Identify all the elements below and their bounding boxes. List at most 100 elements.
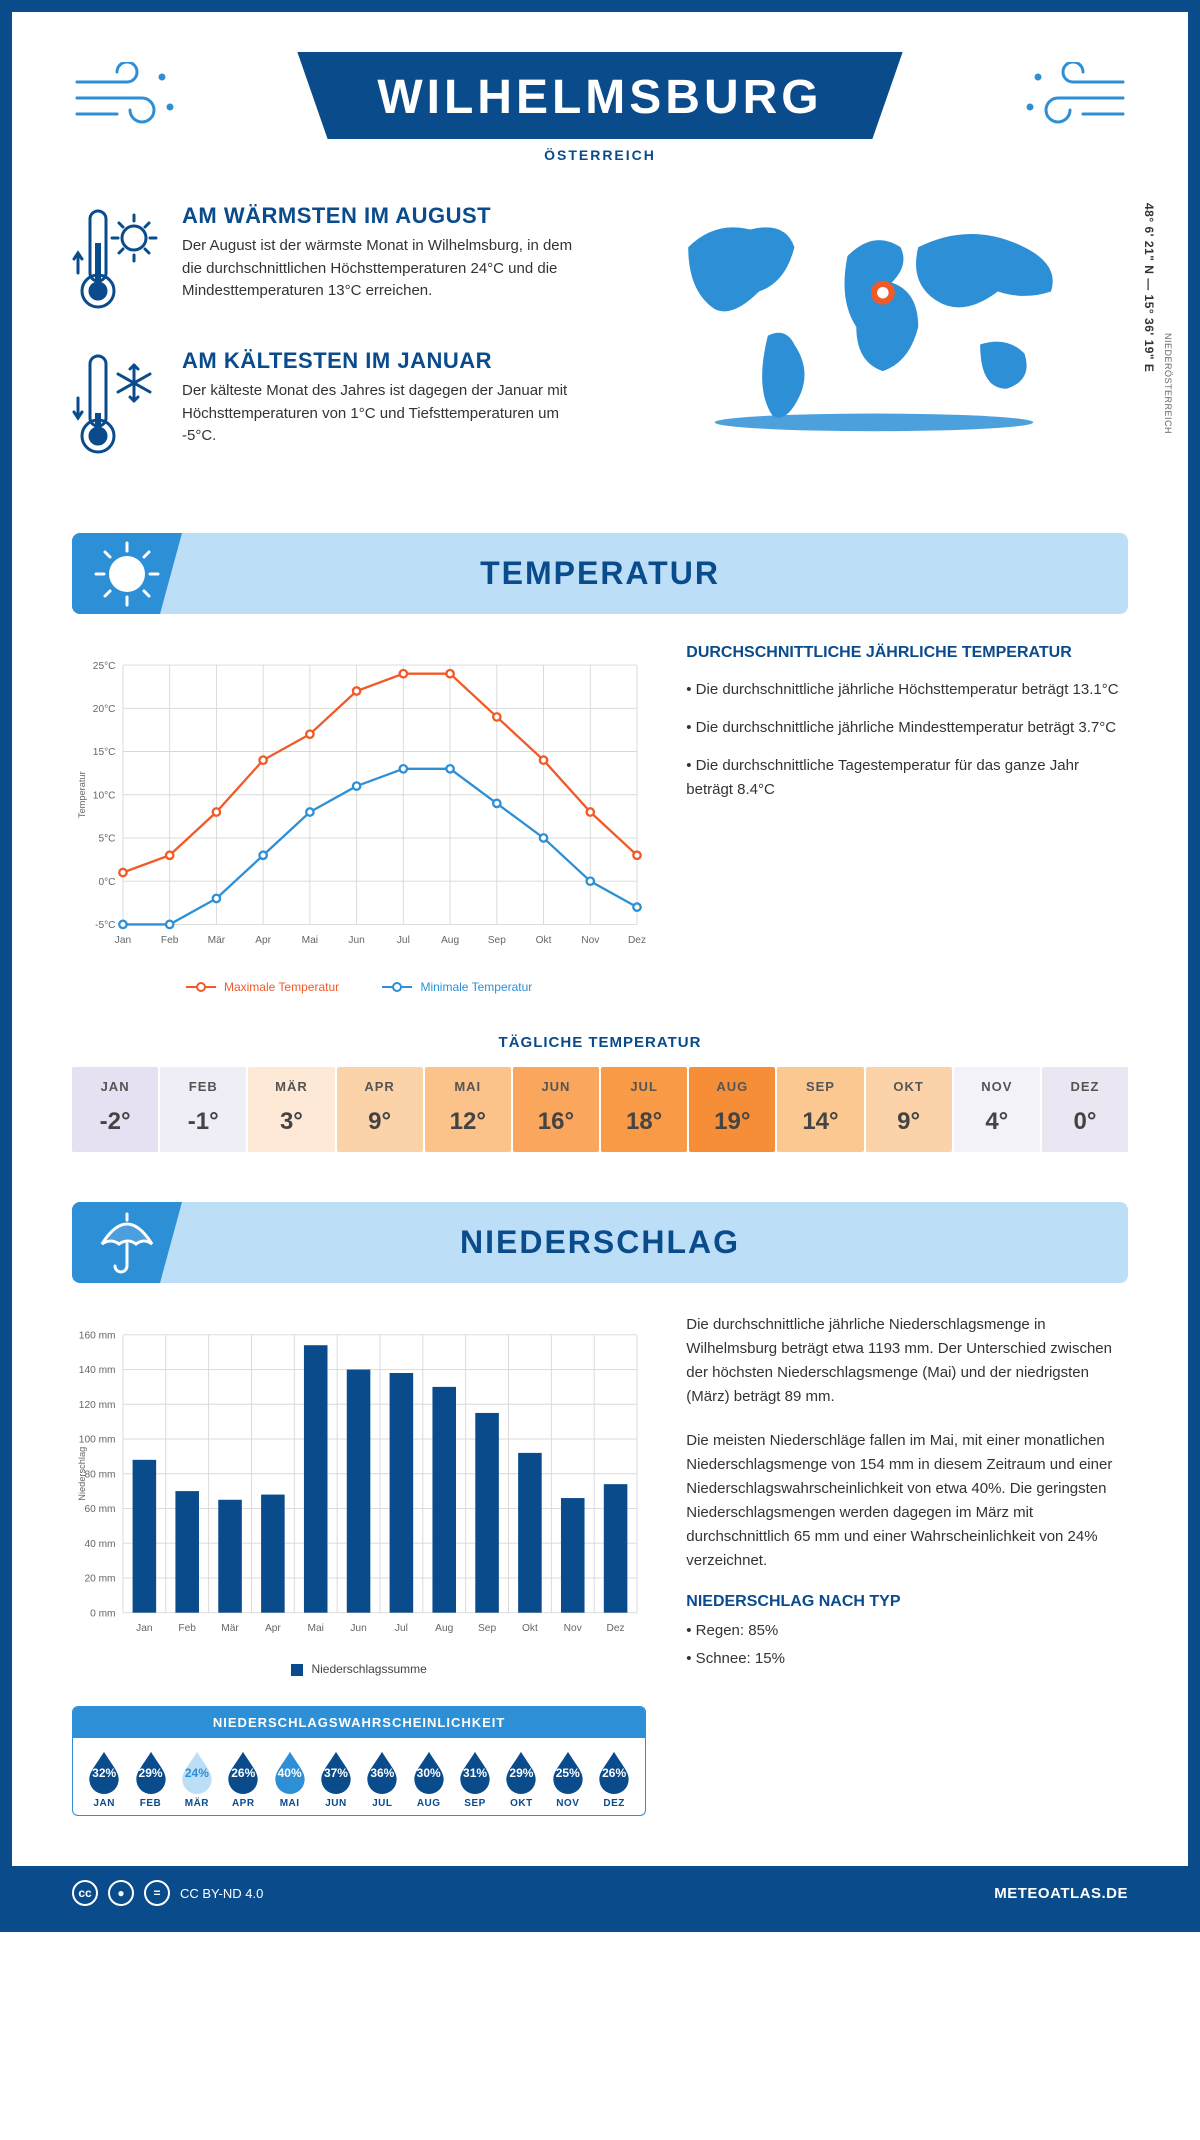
prob-cell: 29%OKT [498, 1750, 544, 1809]
svg-text:Okt: Okt [522, 1623, 538, 1634]
svg-text:120 mm: 120 mm [79, 1400, 116, 1411]
nd-icon: = [144, 1880, 170, 1906]
region-label: NIEDERÖSTERREICH [1163, 333, 1173, 434]
prob-cell: 36%JUL [359, 1750, 405, 1809]
thermometer-cold-icon [72, 348, 162, 463]
legend-min: Minimale Temperatur [382, 980, 532, 994]
prob-cell: 26%APR [220, 1750, 266, 1809]
prob-cell: 30%AUG [406, 1750, 452, 1809]
bar-legend: Niederschlagssumme [72, 1662, 646, 1676]
svg-text:Aug: Aug [435, 1623, 453, 1634]
subtitle: ÖSTERREICH [72, 147, 1128, 163]
header: WILHELMSBURG ÖSTERREICH [72, 52, 1128, 163]
svg-text:Nov: Nov [581, 935, 600, 946]
svg-text:Jul: Jul [395, 1623, 408, 1634]
prob-cell: 40%MAI [266, 1750, 312, 1809]
daily-cell: OKT9° [866, 1067, 952, 1152]
svg-text:100 mm: 100 mm [79, 1435, 116, 1446]
svg-text:80 mm: 80 mm [84, 1469, 115, 1480]
svg-text:140 mm: 140 mm [79, 1365, 116, 1376]
svg-text:Mai: Mai [308, 1623, 324, 1634]
svg-text:10°C: 10°C [93, 790, 116, 801]
by-icon: ● [108, 1880, 134, 1906]
svg-text:160 mm: 160 mm [79, 1331, 116, 1342]
svg-text:Jan: Jan [115, 935, 131, 946]
temp-bullet-2: • Die durchschnittliche jährliche Mindes… [686, 716, 1128, 740]
svg-text:Jan: Jan [136, 1623, 152, 1634]
footer: cc ● = CC BY-ND 4.0 METEOATLAS.DE [12, 1866, 1188, 1920]
precip-summary: Die durchschnittliche jährliche Niedersc… [686, 1313, 1128, 1691]
fact-coldest: AM KÄLTESTEN IM JANUAR Der kälteste Mona… [72, 348, 580, 463]
precip-rain: • Regen: 85% [686, 1619, 1128, 1643]
temperature-line-chart: -5°C0°C5°C10°C15°C20°C25°CJanFebMärAprMa… [72, 644, 646, 994]
svg-text:Temperatur: Temperatur [77, 771, 87, 818]
precip-snow: • Schnee: 15% [686, 1647, 1128, 1671]
svg-text:-5°C: -5°C [95, 920, 115, 931]
svg-text:Apr: Apr [255, 935, 271, 946]
section-title-precip: NIEDERSCHLAG [72, 1224, 1128, 1261]
temperature-summary: DURCHSCHNITTLICHE JÄHRLICHE TEMPERATUR •… [686, 644, 1128, 994]
coordinates: 48° 6' 21" N — 15° 36' 19" E [1142, 203, 1156, 372]
temp-bullet-3: • Die durchschnittliche Tagestemperatur … [686, 754, 1128, 802]
daily-temp-strip: JAN-2°FEB-1°MÄR3°APR9°MAI12°JUN16°JUL18°… [72, 1067, 1128, 1152]
daily-cell: MÄR3° [248, 1067, 334, 1152]
daily-cell: JAN-2° [72, 1067, 158, 1152]
daily-cell: APR9° [337, 1067, 423, 1152]
precip-p2: Die meisten Niederschläge fallen im Mai,… [686, 1429, 1128, 1573]
svg-text:Mai: Mai [302, 935, 318, 946]
section-banner-temperature: TEMPERATUR [72, 533, 1128, 614]
daily-cell: FEB-1° [160, 1067, 246, 1152]
daily-cell: SEP14° [777, 1067, 863, 1152]
temp-bullet-1: • Die durchschnittliche jährliche Höchst… [686, 678, 1128, 702]
fact-coldest-text: Der kälteste Monat des Jahres ist dagege… [182, 380, 580, 448]
svg-text:Feb: Feb [161, 935, 179, 946]
svg-text:0 mm: 0 mm [90, 1608, 115, 1619]
svg-text:Apr: Apr [265, 1623, 281, 1634]
world-map [620, 203, 1128, 433]
section-title-temperature: TEMPERATUR [72, 555, 1128, 592]
svg-text:60 mm: 60 mm [84, 1504, 115, 1515]
fact-warmest-title: AM WÄRMSTEN IM AUGUST [182, 203, 580, 229]
thermometer-hot-icon [72, 203, 162, 318]
svg-text:Jul: Jul [397, 935, 410, 946]
svg-text:Jun: Jun [350, 1623, 366, 1634]
prob-cell: 26%DEZ [591, 1750, 637, 1809]
page: WILHELMSBURG ÖSTERREICH AM WÄRMSTEN IM A… [0, 0, 1200, 1932]
page-title: WILHELMSBURG [377, 70, 822, 125]
site-name: METEOATLAS.DE [994, 1885, 1128, 1902]
fact-coldest-title: AM KÄLTESTEN IM JANUAR [182, 348, 580, 374]
legend-max: Maximale Temperatur [186, 980, 339, 994]
svg-text:25°C: 25°C [93, 661, 116, 672]
svg-text:5°C: 5°C [98, 834, 115, 845]
svg-text:Feb: Feb [178, 1623, 196, 1634]
daily-temp-title: TÄGLICHE TEMPERATUR [72, 1034, 1128, 1051]
section-banner-precip: NIEDERSCHLAG [72, 1202, 1128, 1283]
daily-cell: AUG19° [689, 1067, 775, 1152]
precip-p1: Die durchschnittliche jährliche Niedersc… [686, 1313, 1128, 1409]
svg-text:20°C: 20°C [93, 704, 116, 715]
svg-text:20 mm: 20 mm [84, 1574, 115, 1585]
svg-text:Sep: Sep [478, 1623, 496, 1634]
sun-icon [72, 533, 182, 614]
prob-heading: NIEDERSCHLAGSWAHRSCHEINLICHKEIT [73, 1707, 645, 1738]
daily-cell: NOV4° [954, 1067, 1040, 1152]
prob-cell: 32%JAN [81, 1750, 127, 1809]
svg-text:Mär: Mär [221, 1623, 239, 1634]
daily-cell: JUN16° [513, 1067, 599, 1152]
svg-text:Nov: Nov [564, 1623, 583, 1634]
svg-text:Okt: Okt [536, 935, 552, 946]
daily-cell: MAI12° [425, 1067, 511, 1152]
fact-warmest: AM WÄRMSTEN IM AUGUST Der August ist der… [72, 203, 580, 318]
daily-cell: DEZ0° [1042, 1067, 1128, 1152]
prob-cell: 31%SEP [452, 1750, 498, 1809]
svg-text:0°C: 0°C [98, 877, 115, 888]
svg-text:Dez: Dez [628, 935, 646, 946]
svg-text:Jun: Jun [348, 935, 364, 946]
fact-warmest-text: Der August ist der wärmste Monat in Wilh… [182, 235, 580, 303]
title-ribbon: WILHELMSBURG [297, 52, 902, 139]
svg-text:Aug: Aug [441, 935, 459, 946]
wind-icon [1018, 62, 1128, 137]
precip-bar-chart: 0 mm20 mm40 mm60 mm80 mm100 mm120 mm140 … [72, 1313, 646, 1676]
precip-probability-box: NIEDERSCHLAGSWAHRSCHEINLICHKEIT 32%JAN 29… [72, 1706, 646, 1816]
prob-cell: 37%JUN [313, 1750, 359, 1809]
